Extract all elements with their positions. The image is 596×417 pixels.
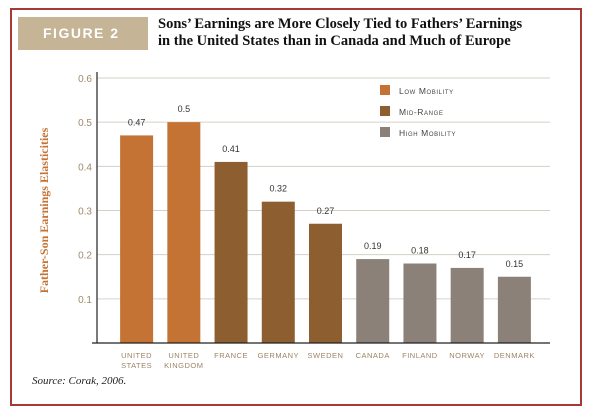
legend: Low Mobility Mid-Range High Mobility — [380, 85, 456, 138]
data-label: 0.17 — [458, 250, 476, 260]
x-tick-label: UNITED — [121, 351, 152, 360]
x-tick-label: GERMANY — [258, 351, 299, 360]
legend-label: High Mobility — [399, 128, 456, 138]
x-tick-label: DENMARK — [494, 351, 535, 360]
chart-title-line-2: in the United States than in Canada and … — [158, 33, 511, 49]
axes — [92, 72, 550, 344]
data-label: 0.27 — [317, 206, 335, 216]
y-tick-label: 0.4 — [78, 162, 92, 173]
x-tick-label: FINLAND — [402, 351, 438, 360]
bar — [214, 161, 248, 343]
bar — [450, 267, 484, 343]
data-label: 0.47 — [128, 117, 146, 127]
bar — [356, 259, 390, 343]
y-tick-label: 0.6 — [78, 74, 92, 85]
data-label: 0.5 — [178, 104, 191, 114]
data-label: 0.32 — [270, 184, 288, 194]
x-tick-label: UNITED — [168, 351, 199, 360]
x-tick-label: SWEDEN — [308, 351, 344, 360]
source-note: Source: Corak, 2006. — [32, 375, 127, 387]
legend-swatch — [380, 127, 390, 137]
x-tick-label: CANADA — [356, 351, 390, 360]
bars — [120, 122, 531, 344]
legend-label: Low Mobility — [399, 86, 454, 96]
data-label: 0.15 — [506, 259, 524, 269]
y-tick-label: 0.2 — [78, 251, 92, 262]
x-tick-label: KINGDOM — [164, 361, 203, 370]
bar — [497, 276, 531, 343]
data-label: 0.18 — [411, 246, 429, 256]
y-tick-label: 0.1 — [78, 295, 92, 306]
legend-swatch — [380, 85, 390, 95]
figure-label: FIGURE 2 — [18, 17, 148, 50]
labels: 0.1 0.2 0.3 0.4 0.5 0.6 Father-Son Earnings El… — [37, 74, 535, 370]
chart-title: Sons’ Earnings are More Closely Tied to … — [158, 16, 578, 50]
bar — [167, 122, 201, 344]
y-tick-label: 0.5 — [78, 118, 92, 129]
y-axis-title: Father-Son Earnings Elasticities — [37, 127, 51, 293]
legend-label: Mid-Range — [399, 107, 443, 117]
y-tick-label: 0.3 — [78, 207, 92, 218]
x-tick-label: STATES — [121, 361, 152, 370]
bar — [120, 135, 154, 343]
data-label: 0.19 — [364, 241, 382, 251]
x-tick-label: FRANCE — [214, 351, 248, 360]
chart-title-line-1: Sons’ Earnings are More Closely Tied to … — [158, 16, 523, 32]
data-label: 0.41 — [222, 144, 240, 154]
x-tick-label: NORWAY — [449, 351, 485, 360]
figure-frame — [10, 8, 582, 406]
bar — [403, 263, 437, 343]
bar — [309, 223, 342, 343]
bar — [261, 201, 295, 343]
legend-swatch — [380, 106, 390, 116]
